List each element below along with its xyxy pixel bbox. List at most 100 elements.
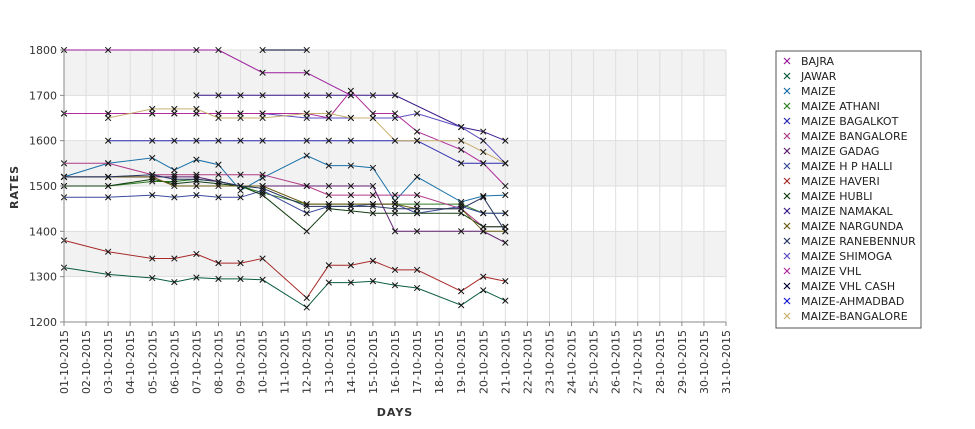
data-point [347,262,355,269]
data-point-marker-stroke [193,137,200,144]
data-point-marker-stroke [193,250,200,258]
legend-label: MAIZE H P HALLI [801,160,892,173]
data-point [259,92,266,99]
data-point-marker-stroke [259,276,266,283]
data-point [215,137,222,144]
data-point-marker-stroke [458,160,465,167]
data-point-marker-stroke [480,287,487,294]
data-point [413,205,421,212]
data-point-marker-stroke [303,114,310,122]
data-point-marker-stroke [458,228,465,235]
data-point-marker-stroke [193,156,200,163]
data-point [237,187,244,194]
data-point [259,69,266,76]
x-tick-label: 12-10-2015 [301,330,314,394]
legend-marker-stroke [783,162,791,170]
data-point-marker-stroke [347,191,355,199]
data-point [193,156,200,163]
data-point-marker-stroke [347,262,355,269]
data-point [259,114,266,122]
legend-marker-stroke [783,132,791,140]
data-point-marker-stroke [458,210,465,217]
data-point [480,128,487,135]
data-point-marker-stroke [259,185,266,192]
data-point-marker-stroke [303,182,310,190]
data-point-marker-stroke [391,110,399,117]
data-point-marker-stroke [193,46,200,54]
data-point-marker-stroke [413,173,421,181]
data-point [502,137,509,144]
data-point-marker-stroke [215,161,222,168]
data-point [303,137,310,144]
x-axis-title: DAYS [377,406,413,419]
x-tick-label: 25-10-2015 [588,330,601,394]
data-point [303,152,310,159]
x-tick-label: 15-10-2015 [367,330,380,394]
x-tick-label: 17-10-2015 [411,330,424,394]
legend-label: MAIZE ATHANI [801,100,880,113]
data-point-marker-stroke [458,302,465,309]
legend-marker-stroke [783,297,791,305]
data-point-marker-stroke [104,182,112,190]
data-point [303,203,310,210]
legend-item: MAIZE H P HALLI [783,160,892,173]
data-point-marker-stroke [215,110,222,117]
data-point-marker-stroke [303,152,310,159]
data-point [458,160,465,167]
data-point [458,228,465,235]
series-maize-haveri [60,237,509,302]
y-tick-label: 1500 [29,180,57,193]
x-tick-label: 07-10-2015 [190,330,203,394]
legend-item: MAIZE VHL CASH [783,280,895,293]
legend-item: MAIZE BANGALORE [783,130,908,143]
legend-marker-stroke [783,117,791,125]
data-point [149,105,156,113]
x-tick-label: 11-10-2015 [279,330,292,394]
legend-item: MAIZE-AHMADBAD [783,295,904,308]
series-maize-bangalore [104,105,509,167]
data-point-marker-stroke [502,278,509,285]
series-line [107,108,506,164]
legend-item: MAIZE NARGUNDA [783,220,904,233]
legend-marker-stroke [783,102,791,110]
data-point-marker-stroke [237,259,244,267]
data-point-marker-stroke [193,274,200,281]
data-point [458,302,465,309]
data-point [149,154,156,162]
data-point-marker-stroke [391,228,399,235]
x-tick-label: 29-10-2015 [676,330,689,394]
data-point-marker-stroke [259,255,266,262]
data-point-marker-stroke [502,182,509,190]
x-tick-label: 16-10-2015 [389,330,402,394]
data-point [391,210,399,217]
x-tick-label: 28-10-2015 [654,330,667,394]
legend-marker-stroke [783,87,791,95]
data-point [171,278,178,286]
axes [60,49,727,326]
data-point-marker-stroke [149,191,156,199]
series-jawar [60,264,509,311]
data-point [215,171,222,178]
data-point [303,304,310,311]
data-point-marker-stroke [347,137,355,144]
data-point [480,194,487,201]
data-point-marker-stroke [171,166,178,174]
data-point [149,171,156,178]
data-point-marker-stroke [259,171,266,178]
data-point-marker-stroke [458,146,465,153]
data-point-marker-stroke [149,110,156,117]
data-point-marker-stroke [347,207,355,215]
data-point [325,191,332,199]
data-point-marker-stroke [104,194,112,201]
data-point-marker-stroke [480,210,487,217]
data-point-marker-stroke [104,173,112,181]
data-point-marker-stroke [480,128,487,135]
data-point [391,137,399,144]
data-point [413,284,421,292]
legend-item: MAIZE [783,85,836,98]
data-point [215,114,222,122]
data-point [171,182,178,190]
data-point [391,266,399,274]
data-point [458,137,465,144]
